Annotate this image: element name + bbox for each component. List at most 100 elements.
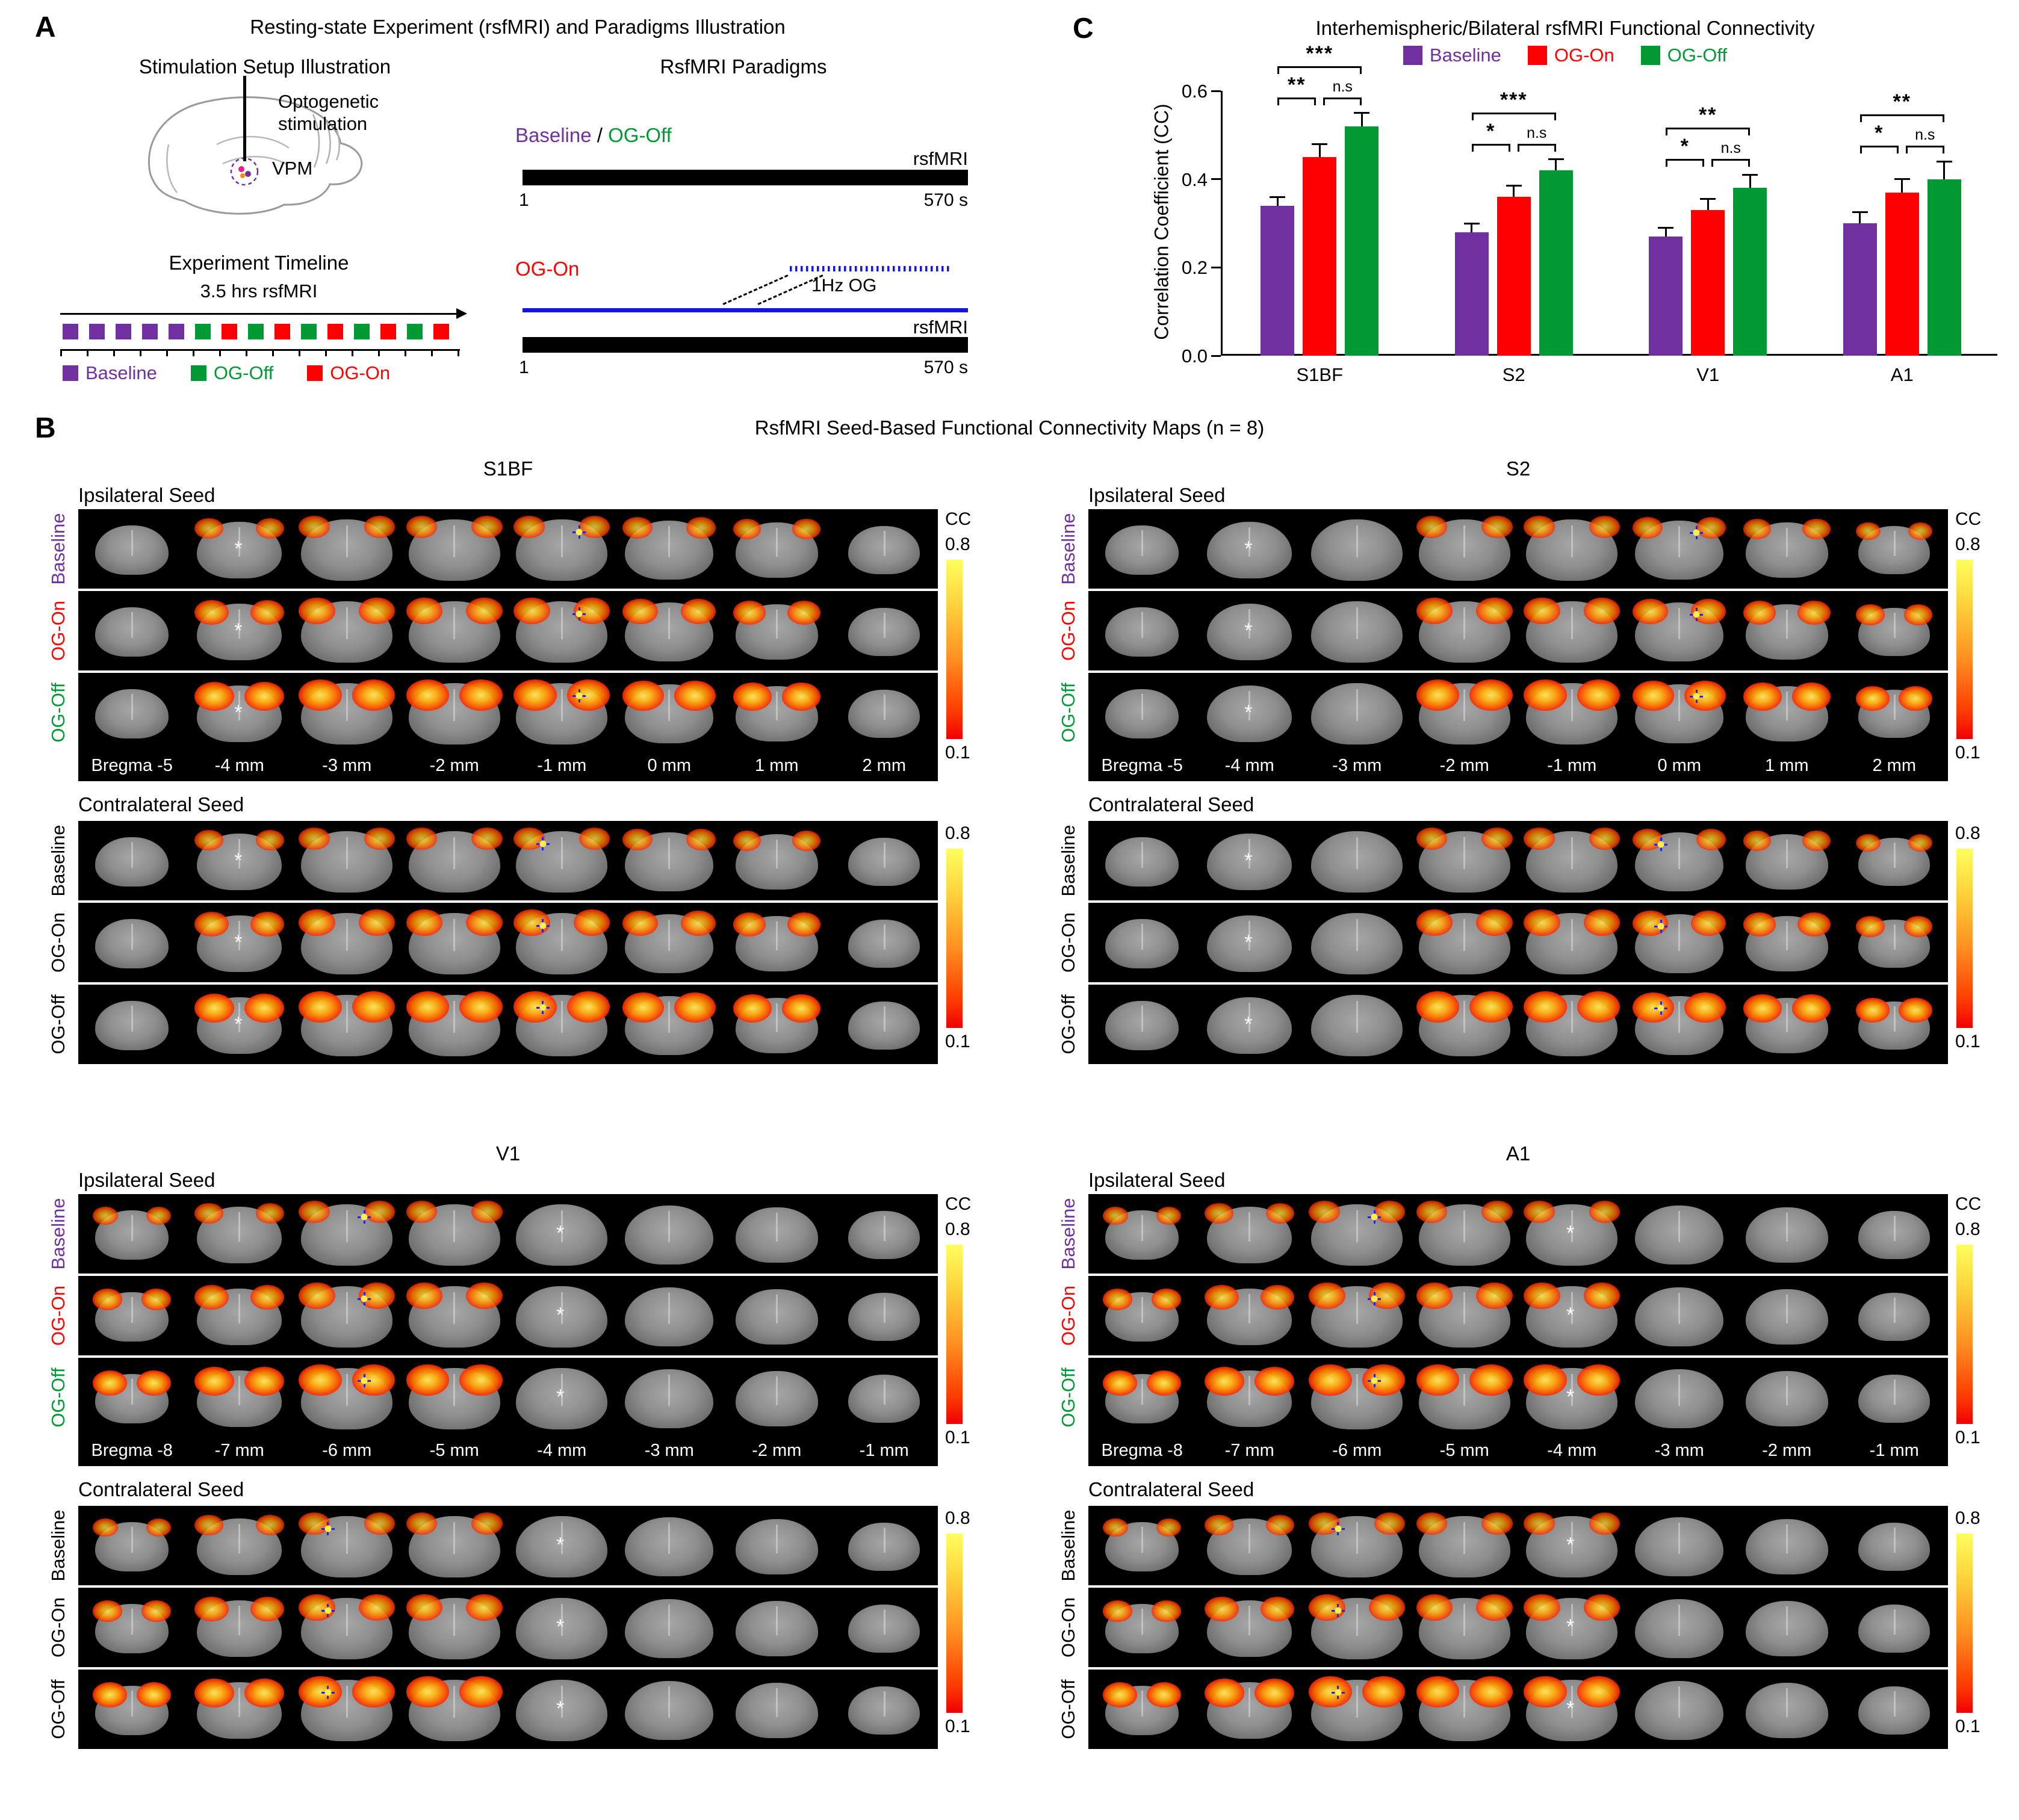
brain-slice bbox=[293, 821, 401, 900]
activation-blob-left bbox=[299, 598, 335, 625]
activation-blob-left bbox=[194, 599, 229, 625]
brain-section: * bbox=[516, 1368, 608, 1429]
activation-blob-left bbox=[299, 1676, 342, 1707]
brain-slice bbox=[831, 1358, 938, 1437]
timeline-tick bbox=[431, 349, 433, 356]
brain-section bbox=[1416, 1594, 1513, 1659]
brain-section bbox=[406, 1283, 503, 1348]
brain-slice bbox=[401, 1506, 509, 1585]
bregma-label: -3 mm bbox=[644, 1441, 694, 1460]
brain-section bbox=[848, 526, 920, 574]
row-label-OG-Off: OG-Off bbox=[1058, 994, 1079, 1054]
brain-section: * bbox=[1524, 1283, 1620, 1348]
activation-blob-left bbox=[406, 1283, 443, 1310]
seed-crosshair bbox=[321, 1686, 335, 1700]
brain-section bbox=[406, 1364, 503, 1429]
brain-slice bbox=[78, 1358, 186, 1437]
brain-section bbox=[1635, 1287, 1724, 1347]
brain-slice bbox=[1411, 821, 1519, 900]
activation-blob-right bbox=[1476, 909, 1513, 936]
activation-blob-right bbox=[792, 831, 820, 851]
activation-blob-left bbox=[1416, 1594, 1453, 1621]
brain-slice bbox=[1733, 1670, 1841, 1749]
seed-crosshair bbox=[1368, 1374, 1382, 1388]
brain-section: * bbox=[516, 1680, 608, 1741]
brain-slice: * bbox=[1196, 673, 1304, 752]
colorbar-min: 0.1 bbox=[1955, 743, 1980, 763]
brain-slice bbox=[293, 673, 401, 752]
activation-blob-left bbox=[1524, 1201, 1555, 1224]
colorbar-min: 0.1 bbox=[945, 1428, 970, 1447]
brain-slice bbox=[1088, 1588, 1196, 1667]
brain-slice bbox=[1733, 1194, 1841, 1274]
brain-slice bbox=[1411, 1506, 1519, 1585]
bar-S2-Baseline bbox=[1454, 232, 1489, 356]
sig-label: *** bbox=[1306, 42, 1334, 65]
activation-blob-right bbox=[255, 1202, 285, 1224]
timeline-legend-item: OG-Off bbox=[190, 362, 273, 384]
bregma-label: -7 mm bbox=[214, 1441, 264, 1460]
activation-blob-left bbox=[1633, 680, 1675, 711]
activation-blob-left bbox=[406, 828, 438, 850]
error-cap bbox=[1463, 222, 1480, 224]
brain-slice bbox=[1303, 1276, 1411, 1355]
brain-slice bbox=[186, 1194, 294, 1274]
brain-slice bbox=[723, 1276, 831, 1355]
brain-section bbox=[1416, 1283, 1513, 1348]
timeline-tick bbox=[352, 349, 353, 356]
optogenetic-line2: stimulation bbox=[278, 113, 368, 135]
activation-blob-right bbox=[358, 1594, 395, 1621]
brain-slice: * bbox=[1196, 821, 1304, 900]
brain-section: * bbox=[1207, 685, 1292, 743]
seed-crosshair bbox=[572, 607, 586, 621]
brain-slice bbox=[831, 1506, 938, 1585]
brain-section bbox=[1205, 1514, 1295, 1576]
activation-blob-left bbox=[1205, 1514, 1233, 1536]
activation-blob-right bbox=[141, 1289, 172, 1310]
bregma-label: -4 mm bbox=[1547, 1441, 1597, 1460]
brain-section bbox=[406, 679, 503, 744]
activation-blob-left bbox=[93, 1518, 118, 1537]
activation-blob-left bbox=[1524, 1676, 1567, 1707]
timeline-tick bbox=[166, 349, 168, 356]
contralateral-seed-heading: Contralateral Seed bbox=[78, 1478, 244, 1500]
brain-section bbox=[1311, 601, 1403, 663]
activation-blob-right bbox=[358, 909, 395, 936]
brain-section bbox=[848, 1375, 920, 1423]
brain-section bbox=[406, 909, 503, 974]
seed-asterisk: * bbox=[234, 849, 243, 873]
seed-asterisk: * bbox=[1244, 931, 1253, 955]
activation-blob-left bbox=[513, 679, 557, 711]
brain-section: * bbox=[194, 993, 285, 1054]
timeline-block-og_on bbox=[274, 324, 290, 339]
timeline-tick bbox=[378, 349, 380, 356]
seed-crosshair bbox=[572, 689, 586, 703]
contralateral-map-block: * * * bbox=[78, 1506, 938, 1749]
contralateral-map-block: * * * bbox=[1088, 1506, 1948, 1749]
panel-c: C Interhemispheric/Bilateral rsfMRI Func… bbox=[1065, 10, 2019, 419]
activation-blob-left bbox=[194, 1202, 223, 1224]
brain-section bbox=[194, 1284, 285, 1346]
activation-blob-left bbox=[1524, 1283, 1560, 1310]
brain-section bbox=[1309, 1201, 1406, 1266]
colorbar-max: 0.8 bbox=[945, 534, 970, 554]
bar-V1-OG-Off bbox=[1733, 188, 1767, 356]
brain-slice bbox=[723, 903, 831, 982]
mouse-brain-illustration bbox=[147, 76, 363, 215]
bregma-label: -5 mm bbox=[1439, 1441, 1489, 1460]
brain-slice bbox=[1196, 1588, 1304, 1667]
ipsilateral-map-block: * * * Bregma -8 -7 mm -6 mm -5 mm -4 mm -3 mm -2 … bbox=[78, 1194, 938, 1466]
activation-blob-right bbox=[250, 1596, 285, 1621]
map-row: * bbox=[78, 821, 938, 900]
brain-slice bbox=[186, 1506, 294, 1585]
error-cap bbox=[1700, 198, 1716, 200]
brain-slice bbox=[831, 1670, 938, 1749]
activation-blob-left bbox=[1856, 686, 1890, 711]
activation-blob-right bbox=[1908, 834, 1933, 852]
timeline-legend: Baseline OG-Off OG-On bbox=[63, 362, 390, 384]
y-tick-label: 0.0 bbox=[1181, 345, 1208, 367]
x-category-label: V1 bbox=[1696, 364, 1720, 385]
x-category-label: A1 bbox=[1890, 364, 1914, 385]
optogenetic-stimulation-label: Optogenetic stimulation bbox=[278, 90, 379, 135]
map-row: * Bregma -5 -4 mm -3 mm -2 mm -1 mm 0 mm 1 mm 2 … bbox=[1088, 673, 1948, 781]
